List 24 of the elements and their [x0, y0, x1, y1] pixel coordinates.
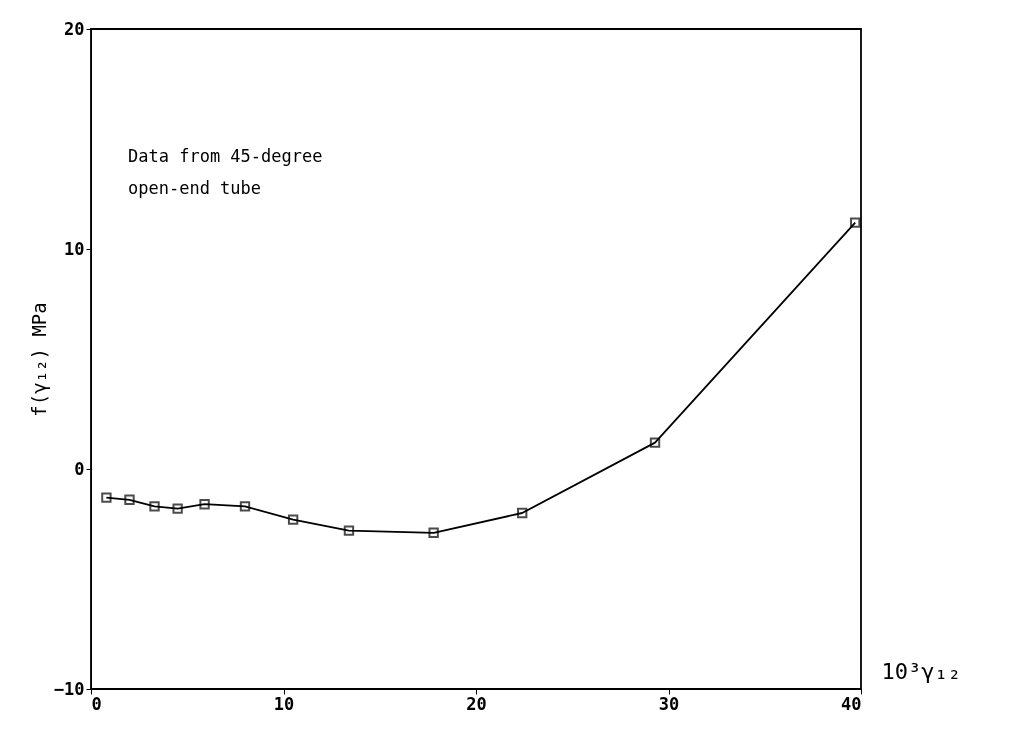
- point: [199, 499, 210, 510]
- point: [149, 501, 160, 512]
- y-tick-label: 10: [64, 238, 85, 259]
- point: [850, 217, 861, 228]
- x-axis-title: 10³γ₁₂: [881, 658, 961, 684]
- x-tick-label: 0: [91, 693, 102, 714]
- annotation: Data from 45-degree open-end tube: [128, 146, 323, 198]
- point: [124, 494, 135, 505]
- point: [287, 514, 299, 525]
- point: [239, 501, 251, 512]
- x-tick-label: 20: [466, 693, 487, 714]
- point: [517, 507, 528, 519]
- y-tick-label: 20: [64, 18, 85, 39]
- y-axis-title: f(γ₁₂) MPa: [27, 302, 50, 417]
- point: [343, 525, 355, 536]
- point: [172, 503, 183, 514]
- point: [428, 527, 439, 538]
- x-tick-label: 10: [273, 693, 295, 714]
- y-tick-label: −10: [53, 678, 85, 699]
- x-tick-label: 40: [841, 693, 862, 714]
- x-tick-label: 30: [658, 693, 680, 714]
- point: [101, 492, 112, 503]
- point: [649, 437, 661, 448]
- y-tick-label: 0: [74, 458, 85, 479]
